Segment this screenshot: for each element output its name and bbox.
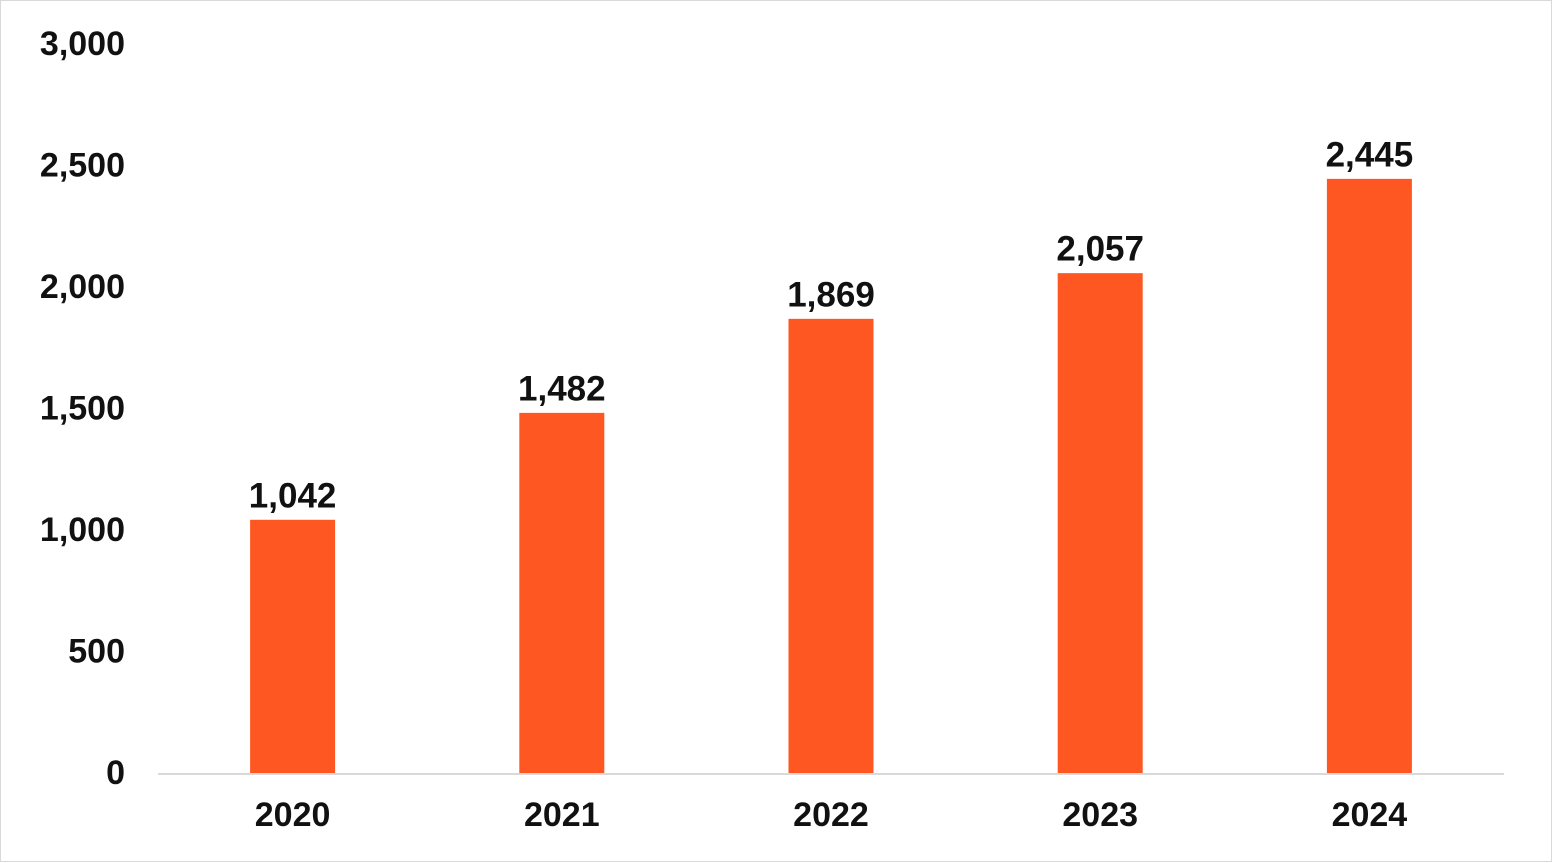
x-tick-label: 2021 xyxy=(524,796,600,834)
y-tick-label: 1,500 xyxy=(40,390,125,428)
y-tick-label: 1,000 xyxy=(40,511,125,549)
data-labels: 1,042 1,482 1,869 2,057 2,445 xyxy=(249,135,1413,515)
bar-series xyxy=(250,178,1412,774)
y-tick-label: 3,000 xyxy=(40,25,125,63)
bar-2023 xyxy=(1057,273,1143,773)
bar-2021 xyxy=(519,412,605,773)
data-label: 1,869 xyxy=(787,275,875,314)
bar-2022 xyxy=(788,318,874,773)
data-label: 1,042 xyxy=(249,476,337,515)
data-label: 2,057 xyxy=(1056,230,1144,269)
x-tick-label: 2023 xyxy=(1062,796,1138,834)
x-tick-label: 2024 xyxy=(1332,796,1408,834)
x-tick-label: 2020 xyxy=(255,796,331,834)
y-axis-ticks: 0 500 1,000 1,500 2,000 2,500 3,000 xyxy=(40,25,125,792)
x-axis-ticks: 2020 2021 2022 2023 2024 xyxy=(255,796,1408,834)
bar-2020 xyxy=(250,519,336,773)
bar-2024 xyxy=(1326,178,1412,774)
y-tick-label: 2,500 xyxy=(40,147,125,185)
y-tick-label: 500 xyxy=(68,633,125,671)
x-tick-label: 2022 xyxy=(793,796,869,834)
y-tick-label: 0 xyxy=(106,754,125,792)
y-tick-label: 2,000 xyxy=(40,268,125,306)
data-label: 1,482 xyxy=(518,369,606,408)
data-label: 2,445 xyxy=(1326,135,1414,174)
